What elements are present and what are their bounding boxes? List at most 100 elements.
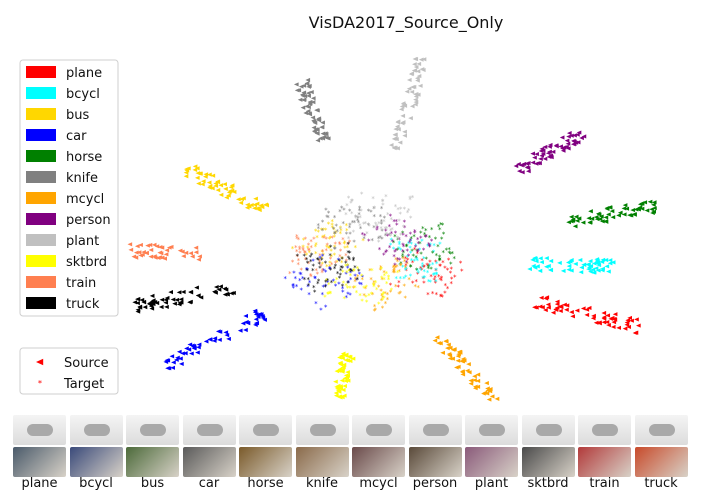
point-source-truck (218, 284, 223, 289)
point-target-person: * (396, 256, 400, 264)
point-target-mcycl: * (397, 291, 401, 299)
point-target-bcycl: * (392, 246, 396, 254)
point-source-bcycl (544, 264, 549, 269)
point-target-person: * (382, 252, 386, 260)
point-target-bus: * (327, 245, 331, 253)
point-target-bus: * (320, 226, 324, 234)
source-thumbnail-knife (295, 415, 349, 445)
point-source-knife (306, 93, 311, 98)
point-source-knife (312, 129, 317, 134)
strip-column-horse: horse (238, 412, 293, 497)
point-source-plane (601, 315, 607, 320)
point-source-mcycl (466, 370, 472, 375)
point-target-horse: * (438, 257, 442, 265)
point-target-plane: * (426, 262, 430, 270)
point-source-car (186, 347, 192, 352)
point-target-truck: * (307, 282, 311, 290)
point-target-train: * (334, 241, 338, 249)
point-source-person (572, 133, 577, 138)
point-target-truck: * (348, 256, 352, 264)
point-source-train (193, 250, 199, 255)
point-source-truck (154, 300, 160, 306)
point-target-bcycl: * (423, 268, 427, 276)
point-target-bus: * (321, 252, 325, 260)
legend-swatch-sktbrd (26, 255, 56, 267)
point-target-bus: * (323, 233, 327, 241)
point-source-plane (611, 320, 617, 325)
point-target-bus: * (345, 222, 349, 230)
point-target-truck: * (341, 265, 345, 273)
point-target-plant: * (377, 239, 381, 247)
point-source-person (525, 160, 531, 166)
point-target-horse: * (445, 246, 449, 254)
point-source-knife (307, 100, 313, 105)
point-target-person: * (414, 244, 418, 252)
point-source-horse (610, 215, 616, 220)
point-target-bus: * (342, 240, 346, 248)
point-source-plant (413, 57, 419, 62)
series-horse: *********************************** *****… (392, 199, 657, 275)
point-target-truck: * (309, 254, 313, 262)
point-source-mcycl (454, 365, 459, 370)
series-bus: ****************************** ******** **… (183, 164, 365, 271)
point-target-sktbrd: * (346, 262, 350, 270)
point-target-person: * (428, 243, 432, 251)
source-object-shape (27, 424, 53, 436)
point-target-knife: * (378, 234, 382, 242)
legend-label-car: car (66, 129, 87, 144)
point-source-bus (236, 197, 241, 202)
point-source-bus (224, 195, 229, 200)
point-source-bcycl (590, 270, 596, 275)
point-source-sktbrd (350, 356, 356, 361)
point-target-sktbrd: * (381, 296, 385, 304)
point-target-bus: * (321, 249, 325, 257)
point-target-bcycl: * (419, 267, 423, 275)
point-target-car: * (346, 265, 350, 273)
point-source-sktbrd (333, 393, 339, 398)
point-target-bcycl: * (408, 244, 412, 252)
point-source-train (190, 254, 195, 259)
point-target-plant: * (367, 223, 371, 231)
point-target-car: * (295, 283, 299, 291)
domain-legend-frame (19, 347, 119, 395)
point-target-person: * (388, 223, 392, 231)
strip-label-bcycl: bcycl (79, 476, 113, 491)
point-target-train: * (304, 236, 308, 244)
point-target-mcycl: * (395, 263, 399, 271)
point-source-train (128, 247, 134, 252)
point-target-knife: * (367, 207, 371, 215)
point-source-bcycl (548, 258, 554, 264)
point-target-knife: * (358, 204, 362, 212)
point-source-car (178, 356, 183, 361)
domain-label-target: Target (63, 377, 104, 392)
point-target-truck: * (315, 256, 319, 264)
point-target-bus: * (361, 237, 365, 245)
point-source-mcycl (447, 356, 453, 361)
point-source-person (558, 144, 563, 149)
point-source-bcycl (591, 261, 597, 266)
point-target-sktbrd: * (362, 284, 366, 292)
point-source-horse (573, 214, 579, 219)
strip-column-knife: knife (295, 412, 350, 497)
point-source-bcycl (565, 260, 571, 265)
point-source-person (513, 163, 519, 169)
point-target-truck: * (296, 252, 300, 260)
point-source-truck (148, 301, 154, 306)
point-target-truck: * (311, 263, 315, 271)
point-target-bcycl: * (409, 250, 413, 258)
point-source-plane (534, 305, 539, 310)
point-source-mcycl (447, 353, 453, 358)
point-source-plant (411, 84, 417, 90)
point-target-plane: * (389, 282, 393, 290)
point-source-sktbrd (334, 369, 340, 374)
point-target-knife: * (333, 230, 337, 238)
point-target-sktbrd: * (365, 299, 369, 307)
point-target-horse: * (452, 255, 456, 263)
point-target-truck: * (348, 250, 352, 258)
point-source-bus (253, 196, 258, 201)
point-source-plane (606, 323, 611, 328)
point-target-mcycl: * (396, 258, 400, 266)
point-target-plane: * (438, 276, 442, 284)
point-target-mcycl: * (399, 262, 403, 270)
point-target-car: * (308, 279, 312, 287)
